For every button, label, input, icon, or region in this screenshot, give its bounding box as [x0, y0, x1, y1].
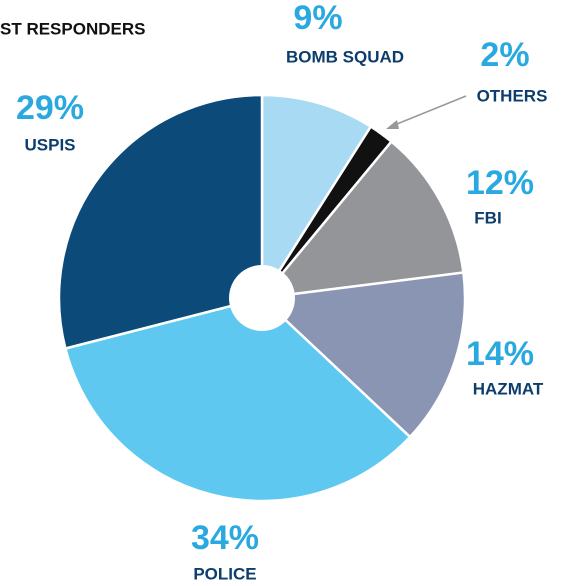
value-label: 29% [16, 89, 84, 127]
category-label: FBI [474, 208, 501, 227]
value-label: 9% [293, 0, 342, 37]
value-label: 34% [191, 519, 259, 557]
pie-slice [57, 93, 264, 351]
category-label: OTHERS [477, 86, 548, 105]
pie-slice [260, 93, 373, 303]
value-label: 14% [466, 335, 534, 373]
category-label: POLICE [193, 564, 256, 583]
category-label: HAZMAT [473, 379, 544, 398]
pie-hole [229, 265, 295, 331]
leader-line [391, 95, 467, 127]
pie-slice [63, 296, 412, 503]
value-label: 12% [466, 164, 534, 202]
pie-slice [259, 139, 465, 300]
chart-title: ST RESPONDERS [0, 19, 145, 38]
pie-slice [259, 271, 467, 439]
leader-arrow [386, 120, 399, 129]
category-label: USPIS [24, 135, 75, 154]
category-label: BOMB SQUAD [286, 47, 404, 66]
value-label: 2% [480, 36, 529, 74]
